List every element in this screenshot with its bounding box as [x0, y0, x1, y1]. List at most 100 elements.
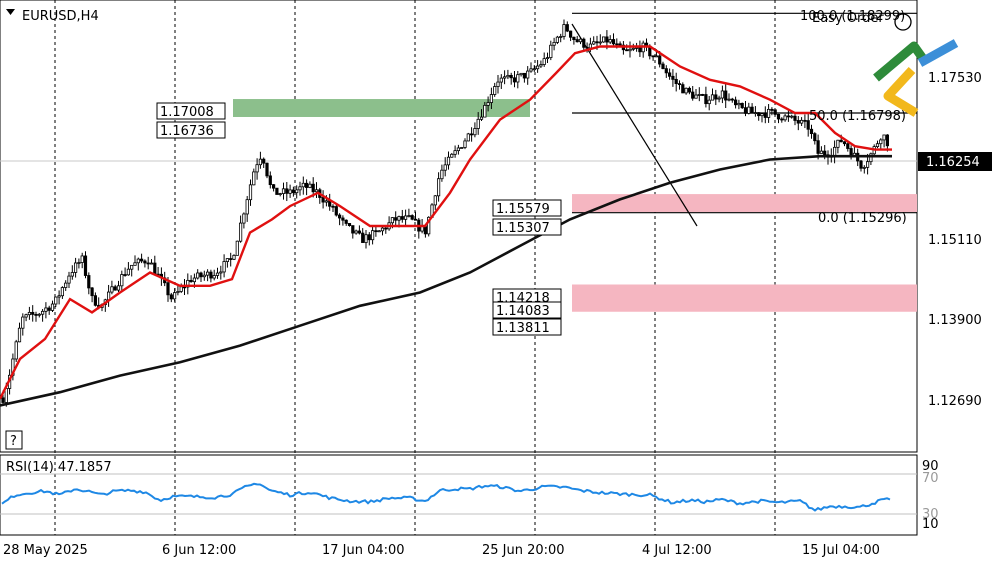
candle-212 — [701, 93, 705, 96]
candle-227 — [750, 103, 754, 114]
candle-45 — [149, 259, 154, 265]
green-zone-labels: 1.17008 1.16736 — [156, 102, 226, 139]
candle-226 — [747, 102, 751, 115]
candle-97 — [321, 190, 325, 209]
candle-216 — [714, 89, 718, 106]
candle-219 — [724, 83, 728, 108]
candle-145 — [479, 109, 484, 121]
candle-84 — [278, 192, 282, 197]
candle-214 — [707, 95, 711, 111]
price-axis: 1.17530 1.15110 1.13900 1.12690 1.16254 — [918, 71, 992, 409]
candle-148 — [489, 87, 494, 110]
candle-14 — [47, 305, 51, 315]
rsi-line — [1, 482, 891, 512]
easy-order-label[interactable]: Easy Order — [812, 11, 884, 26]
candle-241 — [796, 116, 800, 131]
candle-242 — [800, 117, 804, 126]
candle-28 — [93, 292, 97, 307]
main-panel-frame — [0, 0, 918, 453]
candle-91 — [301, 176, 305, 195]
candle-221 — [730, 97, 734, 103]
candle-185 — [611, 33, 616, 46]
candle-87 — [288, 184, 292, 198]
candle-34 — [113, 284, 117, 291]
event-marker-label[interactable]: ? — [10, 434, 17, 449]
candle-67 — [222, 254, 226, 278]
candle-200 — [661, 61, 665, 70]
candle-150 — [496, 75, 500, 94]
pink-zone-2-labels: 1.14218 1.14083 1.13811 — [492, 288, 562, 336]
candle-197 — [651, 55, 655, 61]
candle-238 — [786, 109, 791, 122]
candle-82 — [271, 184, 276, 192]
candle-209 — [691, 85, 695, 101]
candle-138 — [456, 144, 461, 155]
candle-207 — [684, 87, 688, 95]
candle-217 — [717, 95, 721, 103]
price-tick-4: 1.12690 — [928, 394, 982, 409]
pink-zone-1-high-label: 1.15579 — [496, 202, 550, 217]
candle-155 — [512, 71, 517, 88]
candle-66 — [219, 265, 223, 280]
time-label-6: 15 Jul 04:00 — [802, 543, 880, 558]
time-label-2: 6 Jun 12:00 — [162, 543, 236, 558]
price-zones — [233, 99, 917, 312]
price-tick-3: 1.13900 — [928, 313, 982, 328]
candle-190 — [628, 41, 632, 58]
pink-zone-1-low-label: 1.15307 — [496, 221, 550, 236]
price-tick-2: 1.15110 — [928, 233, 982, 248]
fib-label-100: 100.0 (1.18299) — [800, 9, 905, 24]
candle-142 — [469, 127, 474, 142]
candle-111 — [367, 232, 371, 246]
pink-zone-2-mid-label: 1.14083 — [496, 304, 550, 319]
candle-123 — [407, 208, 411, 218]
candle-171 — [565, 21, 569, 33]
rsi-level-70: 70 — [922, 471, 939, 486]
candle-261 — [862, 165, 866, 174]
candle-244 — [806, 112, 810, 137]
candle-23 — [77, 258, 81, 269]
symbol-dropdown-icon[interactable] — [6, 9, 15, 15]
candle-105 — [347, 223, 352, 227]
candle-18 — [60, 286, 65, 299]
candle-106 — [351, 225, 355, 239]
candle-159 — [526, 66, 530, 85]
price-tick-1: 1.17530 — [928, 71, 982, 86]
candle-211 — [697, 87, 701, 102]
candle-187 — [618, 41, 622, 46]
candle-19 — [64, 280, 68, 291]
candle-235 — [776, 113, 781, 124]
candle-115 — [380, 226, 385, 236]
candle-204 — [674, 72, 678, 92]
candle-173 — [572, 36, 576, 45]
event-marker-box[interactable] — [5, 430, 23, 450]
rsi-level-90: 90 — [922, 459, 939, 474]
candle-181 — [598, 34, 602, 46]
candle-122 — [403, 209, 408, 226]
candle-71 — [235, 240, 239, 256]
candle-253 — [836, 139, 840, 154]
fib-label-0: 0.0 (1.15296) — [818, 211, 907, 226]
rsi-level-30: 30 — [922, 507, 939, 522]
candle-162 — [536, 60, 540, 73]
candle-109 — [361, 228, 365, 243]
candle-239 — [790, 114, 794, 119]
candle-119 — [394, 211, 398, 226]
symbol-label: EURUSD,H4 — [22, 9, 99, 24]
candle-176 — [582, 37, 586, 51]
candle-137 — [453, 145, 457, 158]
candle-224 — [740, 102, 744, 110]
candle-266 — [879, 138, 883, 149]
candle-179 — [592, 36, 596, 45]
candle-260 — [859, 160, 863, 172]
candle-160 — [529, 62, 533, 73]
candle-6 — [21, 313, 25, 336]
candle-77 — [255, 158, 259, 180]
candle-223 — [737, 99, 741, 110]
candle-248 — [819, 146, 824, 154]
fib-trendline — [571, 23, 698, 227]
candle-218 — [720, 85, 725, 104]
candle-121 — [400, 209, 404, 223]
easy-order-logo-icon[interactable] — [873, 13, 959, 117]
